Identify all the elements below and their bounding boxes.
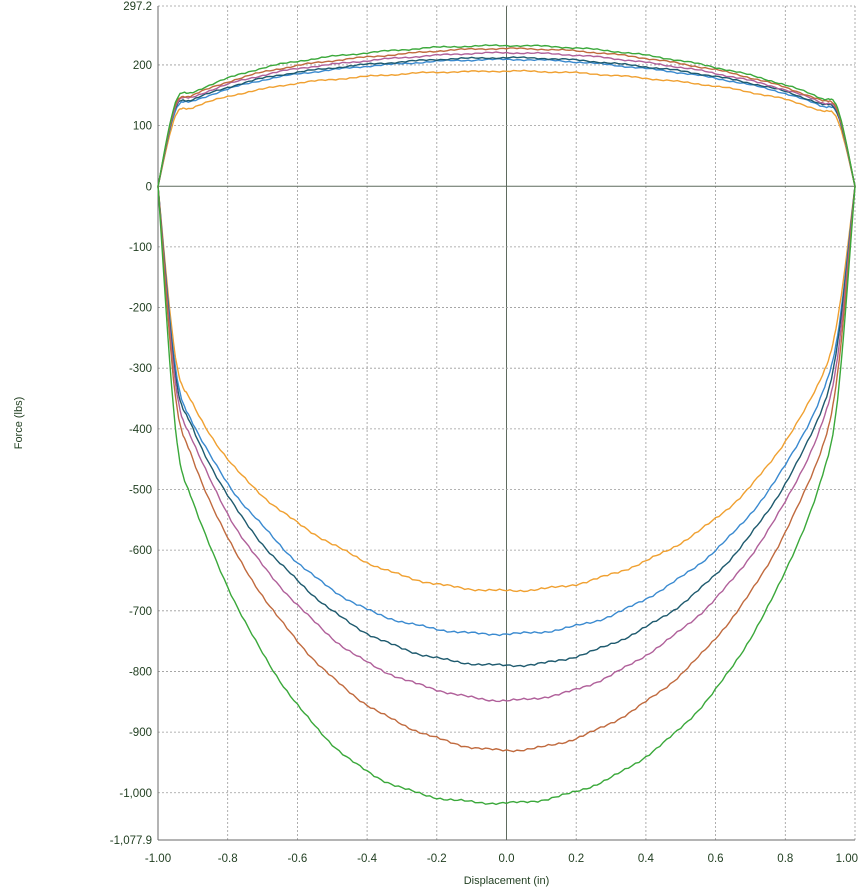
x-axis-label: Displacement (in) xyxy=(464,875,550,887)
y-tick-label: 0 xyxy=(146,181,152,193)
x-tick-label: 0.0 xyxy=(499,853,515,865)
y-tick-label: -500 xyxy=(129,485,152,497)
series-4-compression-line xyxy=(157,186,856,703)
x-tick-label: -0.6 xyxy=(287,853,307,865)
x-tick-label: 0.8 xyxy=(777,853,793,865)
y-tick-label: -1,000 xyxy=(119,788,152,800)
series-2-rebound-line xyxy=(157,58,856,187)
y-tick-label: -300 xyxy=(129,363,152,375)
x-tick-label: 0.6 xyxy=(708,853,724,865)
x-tick-label: -0.2 xyxy=(427,853,447,865)
y-tick-label: -200 xyxy=(129,303,152,315)
x-tick-label: -0.8 xyxy=(218,853,238,865)
y-tick-label: 297.2 xyxy=(123,1,152,13)
y-tick-label: -400 xyxy=(129,424,152,436)
series-layer xyxy=(157,44,856,806)
y-axis-ticks: 297.2 200 100 0 -100 -200 -300 -400 -500 -600 -700… xyxy=(110,1,152,847)
series-1-rebound-line xyxy=(157,69,856,187)
y-tick-label: -900 xyxy=(129,727,152,739)
x-tick-label: -0.4 xyxy=(357,853,377,865)
grid-layer xyxy=(157,5,856,841)
series-2-compression-line xyxy=(157,186,856,637)
x-tick-label: 0.4 xyxy=(638,853,655,865)
y-tick-label: -1,077.9 xyxy=(110,835,152,847)
x-tick-label: -1.00 xyxy=(145,853,171,865)
y-tick-label: -700 xyxy=(129,606,152,618)
series-3-compression-line xyxy=(157,186,856,668)
series-4-rebound-line xyxy=(157,51,856,187)
y-tick-label: 200 xyxy=(133,60,152,72)
x-tick-label: 0.2 xyxy=(568,853,584,865)
y-tick-label: -600 xyxy=(129,545,152,557)
x-axis-ticks: -1.00 -0.8 -0.6 -0.4 -0.2 0.0 0.2 0.4 0.6 0.8 1.00 xyxy=(145,853,858,865)
series-5-rebound-line xyxy=(157,47,856,187)
series-1-compression-line xyxy=(157,186,856,593)
x-tick-label: 1.00 xyxy=(836,853,858,865)
y-tick-label: -100 xyxy=(129,242,152,254)
y-tick-label: -800 xyxy=(129,666,152,678)
series-5-compression-line xyxy=(157,186,856,753)
plot-frame xyxy=(157,6,855,841)
y-tick-label: 100 xyxy=(133,121,152,133)
series-6-compression-line xyxy=(157,186,856,806)
y-axis-label: Force (lbs) xyxy=(13,397,25,450)
series-3-rebound-line xyxy=(157,56,856,187)
series-6-rebound-line xyxy=(157,44,856,187)
